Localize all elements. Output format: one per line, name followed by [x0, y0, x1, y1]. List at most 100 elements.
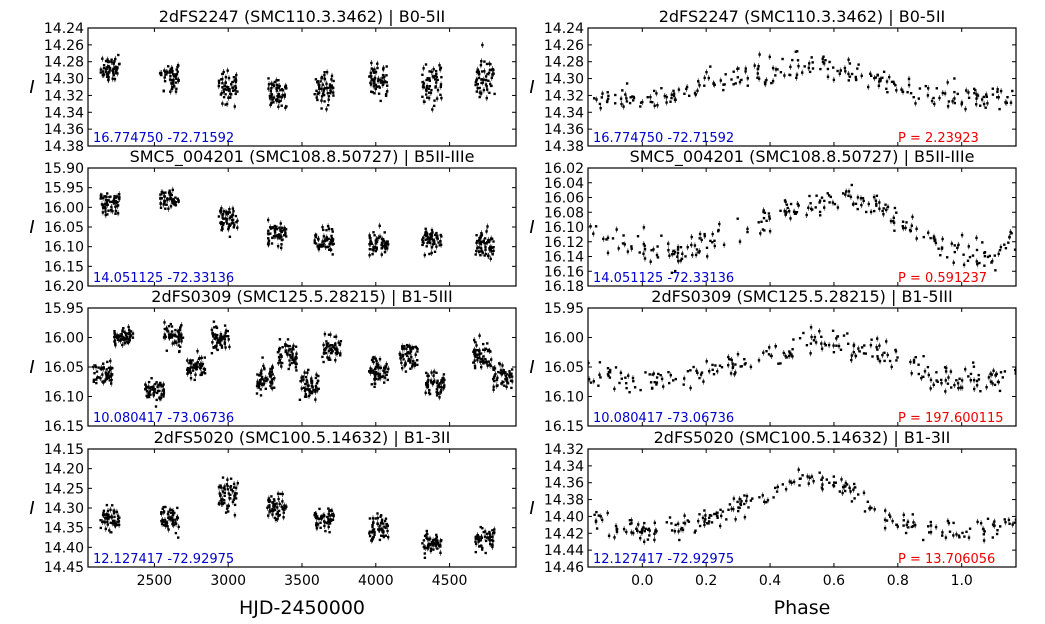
data-point [922, 235, 925, 239]
data-point [224, 511, 228, 514]
data-point [644, 527, 647, 530]
data-point [926, 365, 930, 369]
data-point [378, 524, 381, 527]
y-tick-label: 14.45 [44, 560, 84, 576]
data-point [106, 520, 109, 524]
data-point [377, 92, 381, 95]
data-point [935, 371, 938, 374]
data-point [105, 368, 108, 371]
y-tick-label: 16.15 [544, 419, 584, 435]
data-point [259, 388, 262, 391]
data-point [428, 392, 432, 396]
data-point [330, 514, 333, 517]
y-tick-label: 14.32 [544, 442, 584, 458]
data-point [698, 513, 701, 516]
data-point [118, 62, 121, 65]
data-point [169, 75, 172, 78]
data-point [798, 337, 802, 340]
data-point [282, 229, 285, 232]
data-point [763, 229, 766, 232]
data-point [108, 66, 111, 70]
data-point [802, 331, 805, 335]
data-point [809, 342, 813, 345]
data-point [474, 540, 477, 543]
data-point [109, 200, 112, 204]
data-point [95, 370, 99, 373]
data-point [831, 329, 835, 332]
data-point [225, 213, 228, 216]
data-point [788, 351, 792, 355]
data-point [224, 88, 227, 91]
y-tick-label: 15.95 [44, 181, 84, 197]
data-point [372, 528, 376, 531]
data-point [200, 373, 204, 376]
data-point [255, 392, 259, 395]
data-point [329, 518, 333, 521]
data-point [225, 85, 229, 88]
data-point [146, 396, 149, 399]
data-points [593, 50, 1014, 113]
panel-1-time: 2dFS2247 (SMC110.3.3462) | B0-5III14.241… [29, 7, 517, 155]
data-point [618, 381, 621, 385]
data-point [824, 344, 827, 347]
data-point [230, 488, 233, 491]
data-point [953, 244, 956, 247]
data-point [597, 384, 600, 387]
data-point [234, 92, 237, 96]
data-point [323, 100, 326, 103]
data-point [161, 507, 164, 510]
data-point [873, 209, 876, 213]
data-point [984, 106, 987, 109]
data-point [965, 530, 968, 533]
data-point [225, 222, 229, 225]
data-point [404, 352, 407, 356]
data-point [811, 61, 814, 64]
data-point [379, 521, 383, 525]
data-point [199, 373, 202, 377]
data-point [232, 76, 236, 79]
data-point [895, 211, 898, 214]
data-point [273, 516, 276, 520]
data-point [876, 355, 879, 358]
data-point [425, 93, 428, 96]
data-point [315, 386, 318, 389]
data-point [114, 212, 117, 215]
data-point [488, 530, 491, 534]
data-point [162, 520, 165, 524]
data-point [762, 216, 766, 220]
data-point [792, 338, 795, 341]
data-point [372, 231, 375, 234]
data-point [425, 234, 428, 237]
y-tick-label: 14.40 [544, 509, 584, 525]
data-point [434, 69, 438, 73]
data-point [834, 481, 837, 484]
data-point [996, 529, 999, 532]
data-point [973, 87, 976, 91]
data-point [493, 92, 496, 96]
data-point [796, 59, 800, 62]
data-point [278, 233, 281, 236]
data-point [290, 350, 293, 353]
data-point [373, 246, 377, 250]
data-point [113, 515, 116, 519]
data-point [219, 343, 222, 346]
data-point [737, 509, 740, 513]
data-point [368, 517, 372, 520]
data-point [670, 522, 673, 525]
data-point [327, 95, 331, 98]
data-point [893, 229, 896, 232]
data-point [893, 82, 896, 85]
data-point [326, 245, 329, 249]
data-point [325, 521, 329, 525]
y-tick-label: 14.42 [544, 526, 584, 542]
data-point [330, 344, 333, 347]
data-point [914, 356, 917, 359]
data-point [426, 385, 430, 389]
data-point [372, 355, 375, 359]
data-point [703, 84, 706, 87]
data-point [310, 381, 314, 385]
data-point [739, 502, 742, 505]
data-point [279, 99, 282, 103]
y-tick-label: 14.38 [44, 139, 84, 155]
data-point [714, 364, 717, 367]
